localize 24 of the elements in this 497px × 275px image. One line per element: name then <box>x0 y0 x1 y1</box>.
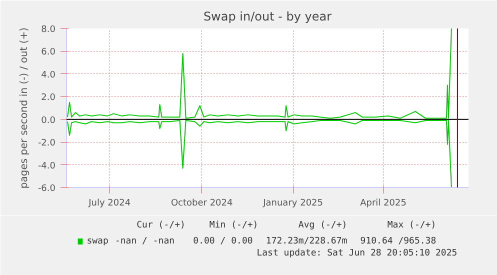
y-tick-label: 2.0 <box>41 93 56 104</box>
y-tick-label: 6.0 <box>41 48 56 58</box>
text: Avg (-/+) <box>298 220 348 230</box>
text: 0.00 / 0.00 <box>193 236 253 246</box>
x-tick-label: January 2025 <box>262 198 324 208</box>
y-tick-label: 0.0 <box>41 116 56 126</box>
x-tick-label: July 2024 <box>88 198 131 208</box>
text: Last update: Sat Jun 28 20:05:10 2025 <box>256 248 458 258</box>
text: Max (-/+) <box>387 220 436 230</box>
y-tick-label: -6.0 <box>38 184 56 194</box>
legend-label: swap <box>86 236 108 246</box>
text: 910.64 /965.38 <box>360 236 436 246</box>
x-tick-label: October 2024 <box>170 198 233 208</box>
chart-title: Swap in/out - by year <box>203 10 332 24</box>
y-tick-label: 4.0 <box>41 70 56 80</box>
y-axis-title: pages per second in (-) / out (+) <box>18 27 30 189</box>
y-tick-label: -4.0 <box>38 161 56 172</box>
text: 172.23m/228.67m <box>266 236 348 246</box>
text: -nan / -nan <box>114 236 175 246</box>
text: Min (-/+) <box>209 220 258 230</box>
text: Cur (-/+) <box>136 220 186 230</box>
x-tick-label: April 2025 <box>360 198 406 208</box>
y-tick-label: -2.0 <box>38 138 56 149</box>
y-tick-label: 8.0 <box>41 25 56 35</box>
